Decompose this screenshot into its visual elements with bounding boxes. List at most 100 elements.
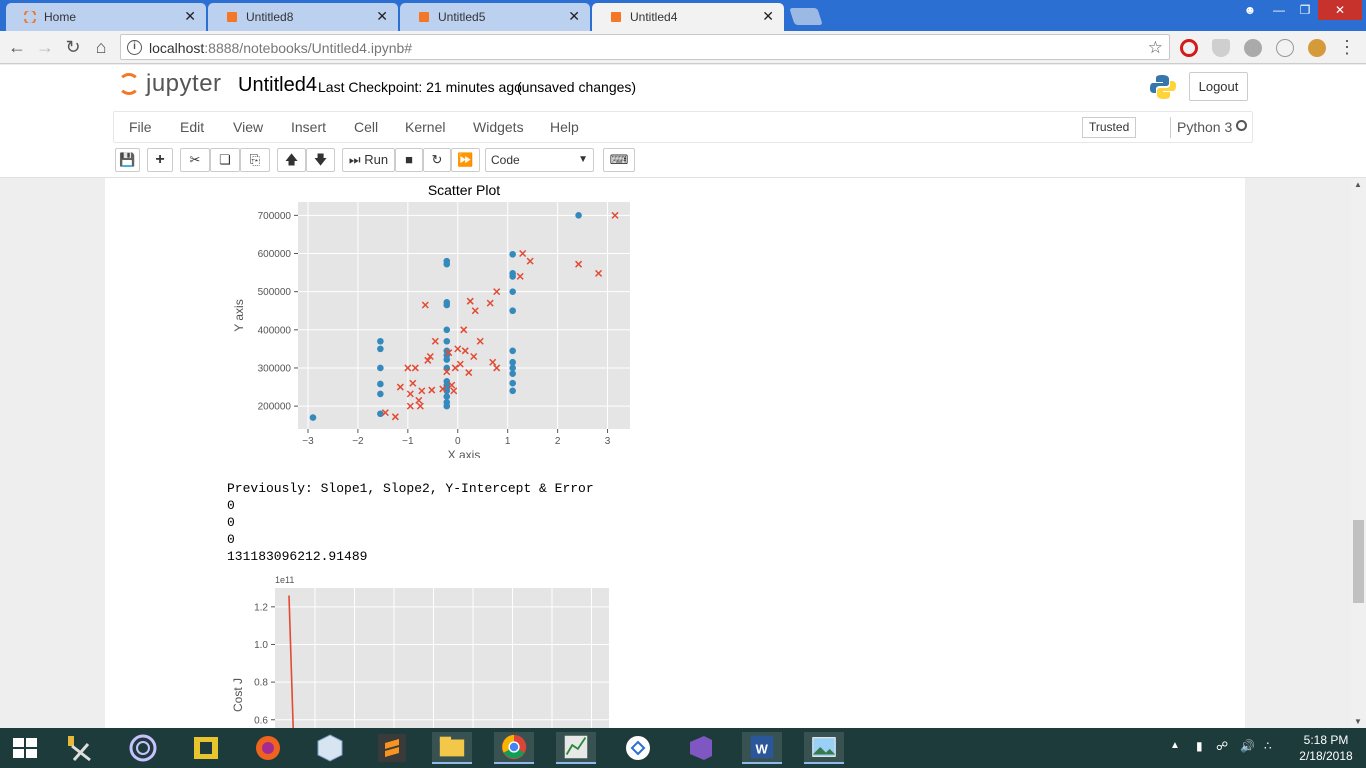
trusted-indicator[interactable]: Trusted (1082, 117, 1137, 138)
window-close-icon[interactable]: ✕ (1318, 0, 1362, 20)
jupyter-tab-icon (24, 11, 36, 23)
menu-widgets[interactable]: Widgets (473, 119, 524, 135)
extension-icon[interactable] (1276, 39, 1294, 57)
tor-app-icon[interactable] (123, 732, 163, 764)
info-icon[interactable]: i (127, 40, 142, 55)
sublime-app-icon[interactable] (372, 732, 412, 764)
show-hidden-icons[interactable]: ▲ (1170, 740, 1180, 751)
cut-icon[interactable]: ✂ (180, 148, 210, 172)
new-tab-button[interactable] (789, 8, 823, 25)
minimize-icon[interactable]: — (1273, 3, 1285, 17)
back-icon[interactable]: ← (8, 37, 26, 57)
restart-icon[interactable]: ↻ (423, 148, 451, 172)
x-tick-label: −1 (402, 436, 414, 447)
cell-type-select[interactable]: Code ▼ (485, 148, 594, 172)
url-input[interactable]: i localhost:8888/notebooks/Untitled4.ipy… (120, 34, 1170, 60)
vmware-app-icon[interactable] (186, 732, 226, 764)
menu-icon[interactable]: ⋮ (1338, 37, 1356, 57)
jupyter-logo-icon[interactable] (118, 73, 140, 95)
scatter-point-x (396, 383, 404, 391)
scatter-point-circle (509, 307, 516, 315)
menu-cell[interactable]: Cell (354, 119, 379, 135)
virtualbox-app-icon[interactable] (310, 732, 350, 764)
volume-icon[interactable]: 🔊 (1240, 739, 1255, 753)
menu-kernel[interactable]: Kernel (405, 119, 446, 135)
menu-file[interactable]: File (129, 119, 152, 135)
opera-extension-icon[interactable] (1180, 39, 1198, 57)
restart-run-all-icon[interactable]: ⏩ (451, 148, 480, 172)
forward-icon[interactable]: → (36, 37, 54, 57)
visual-studio-app-icon[interactable] (680, 732, 720, 764)
scatter-point-x (406, 390, 414, 398)
scatter-point-circle (377, 337, 384, 345)
address-bar-row: ← → ↻ ⌂ i localhost:8888/notebooks/Untit… (0, 31, 1366, 64)
close-icon[interactable]: ✕ (568, 8, 580, 24)
tab-untitled5[interactable]: Untitled5 ✕ (400, 3, 590, 31)
keyboard-icon[interactable]: ⌨ (603, 148, 635, 172)
firefox-app-icon[interactable] (248, 732, 288, 764)
clock-time: 5:18 PM (1303, 733, 1349, 747)
remote-desktop-app-icon[interactable] (618, 732, 658, 764)
shield-extension-icon[interactable] (1212, 39, 1230, 57)
menu-edit[interactable]: Edit (180, 119, 205, 135)
save-icon[interactable]: 💾 (115, 148, 140, 172)
logout-button[interactable]: Logout (1189, 72, 1248, 101)
restore-icon[interactable]: ❐ (1299, 3, 1311, 17)
scatter-point-x (450, 387, 458, 395)
tab-untitled8[interactable]: Untitled8 ✕ (208, 3, 398, 31)
tools-app-icon[interactable] (60, 732, 100, 764)
close-icon[interactable]: ✕ (184, 8, 196, 24)
scrollbar-thumb[interactable] (1353, 520, 1364, 603)
chevron-down-icon: ▼ (578, 154, 588, 165)
menu-insert[interactable]: Insert (291, 119, 327, 135)
copy-icon[interactable]: ❏ (210, 148, 240, 172)
user-icon[interactable]: ☻ (1238, 0, 1262, 20)
notebook-name[interactable]: Untitled4 (238, 74, 317, 96)
scatter-point-x (443, 368, 451, 376)
stop-icon[interactable]: ■ (395, 148, 423, 172)
network-status-icon[interactable]: ☍ (1216, 739, 1229, 753)
kernel-name: Python 3 (1170, 117, 1232, 138)
wifi-icon[interactable]: ∴ (1264, 739, 1272, 753)
x-tick-label: 2 (555, 436, 561, 447)
scatter-point-circle (575, 212, 582, 219)
x-tick-label: 3 (605, 436, 611, 447)
windows-start-icon[interactable] (5, 732, 45, 764)
scatter-point-circle (443, 402, 451, 410)
scatter-point-circle (509, 370, 516, 377)
jupyter-logo-text[interactable]: jupyter (146, 70, 222, 97)
run-button[interactable]: ⏭ Run (342, 148, 395, 172)
photos-app-icon[interactable] (804, 732, 844, 764)
chart-app-icon[interactable] (556, 732, 596, 764)
output-line: 0 (227, 498, 235, 513)
menu-view[interactable]: View (233, 119, 264, 135)
system-clock[interactable]: 5:18 PM 2/18/2018 (1296, 732, 1356, 764)
cookie-extension-icon[interactable] (1308, 39, 1326, 57)
word-app-icon[interactable]: W (742, 732, 782, 764)
menu-help[interactable]: Help (550, 119, 579, 135)
notebook-tab-icon (419, 12, 429, 22)
scroll-down-icon[interactable]: ▼ (1354, 717, 1362, 726)
chrome-app-icon[interactable] (494, 732, 534, 764)
tab-home[interactable]: Home ✕ (6, 3, 206, 31)
move-down-icon[interactable]: 🡇 (306, 148, 335, 172)
reload-icon[interactable]: ↻ (65, 37, 81, 57)
scatter-point-x (428, 386, 436, 394)
extension-icon[interactable] (1244, 39, 1262, 57)
insert-cell-icon[interactable]: + (147, 148, 173, 172)
page-scrollbar[interactable]: ▲ ▼ (1351, 178, 1366, 728)
paste-icon[interactable]: ⎘ (240, 148, 270, 172)
move-up-icon[interactable]: 🡅 (277, 148, 306, 172)
close-icon[interactable]: ✕ (376, 8, 388, 24)
notebook-area (0, 178, 1351, 728)
home-icon[interactable]: ⌂ (95, 37, 107, 57)
battery-icon[interactable]: ▮ (1196, 739, 1203, 753)
scatter-point-x (448, 381, 456, 389)
scatter-point-x (426, 352, 434, 361)
file-explorer-app-icon[interactable] (432, 732, 472, 764)
bookmark-star-icon[interactable]: ☆ (1147, 38, 1163, 57)
tab-untitled4[interactable]: Untitled4 ✕ (592, 3, 784, 31)
scatter-point-circle (309, 414, 317, 421)
scroll-up-icon[interactable]: ▲ (1354, 180, 1362, 189)
close-icon[interactable]: ✕ (762, 8, 774, 24)
